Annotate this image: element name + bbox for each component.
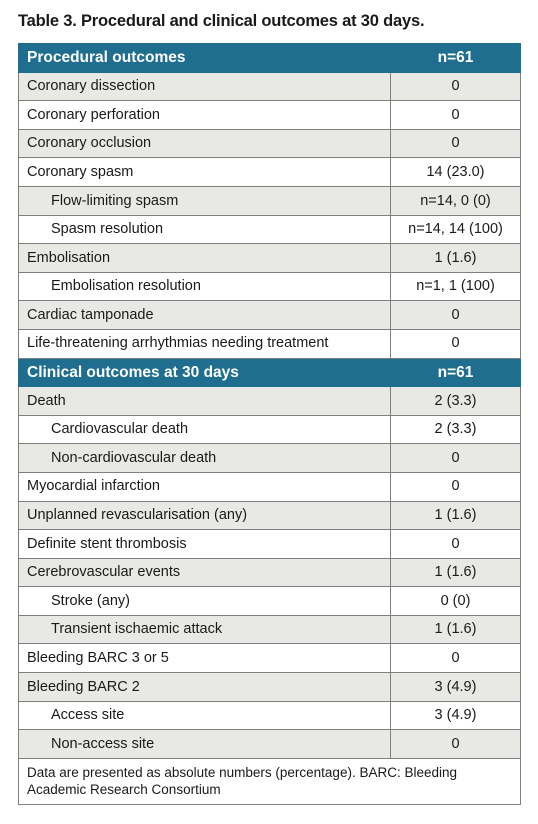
outcomes-table: Procedural outcomes n=61 Coronary dissec… xyxy=(18,43,521,805)
row-value: 1 (1.6) xyxy=(390,500,521,531)
row-value: 0 xyxy=(390,128,521,159)
clinical-header-row: Clinical outcomes at 30 days n=61 xyxy=(18,357,521,388)
table-row: Embolisation 1 (1.6) xyxy=(18,243,521,273)
row-value: 0 xyxy=(390,71,521,102)
row-label: Bleeding BARC 3 or 5 xyxy=(18,643,391,674)
table-row: Coronary dissection 0 xyxy=(18,71,521,102)
footnote: Data are presented as absolute numbers (… xyxy=(18,757,521,805)
row-value: 0 xyxy=(390,643,521,674)
row-label: Cerebrovascular events xyxy=(18,557,391,588)
row-label: Death xyxy=(18,386,391,416)
row-value: 1 (1.6) xyxy=(390,614,521,645)
row-label: Embolisation xyxy=(18,243,391,273)
row-value: 0 xyxy=(390,443,521,473)
row-value: 0 xyxy=(390,471,521,502)
row-value: 1 (1.6) xyxy=(390,243,521,273)
table-row: Coronary spasm 14 (23.0) xyxy=(18,157,521,187)
row-label: Bleeding BARC 2 xyxy=(18,672,391,702)
table-title: Table 3. Procedural and clinical outcome… xyxy=(18,12,425,30)
table-row: Stroke (any) 0 (0) xyxy=(18,586,521,616)
outcomes-table-body: Procedural outcomes n=61 Coronary dissec… xyxy=(18,43,521,805)
row-label: Cardiac tamponade xyxy=(18,300,391,330)
table-row: Cardiovascular death 2 (3.3) xyxy=(18,414,521,445)
procedural-header-value: n=61 xyxy=(390,43,521,73)
clinical-header-value: n=61 xyxy=(390,357,521,388)
table-row: Coronary occlusion 0 xyxy=(18,128,521,159)
row-label: Transient ischaemic attack xyxy=(18,614,391,645)
table-row: Death 2 (3.3) xyxy=(18,386,521,416)
row-value: 0 xyxy=(390,300,521,330)
row-label: Flow-limiting spasm xyxy=(18,185,391,216)
row-label: Coronary perforation xyxy=(18,100,391,130)
row-value: 2 (3.3) xyxy=(390,414,521,445)
row-label: Cardiovascular death xyxy=(18,414,391,445)
row-label: Coronary occlusion xyxy=(18,128,391,159)
row-label: Coronary dissection xyxy=(18,71,391,102)
table-row: Non-access site 0 xyxy=(18,729,521,759)
row-label: Life-threatening arrhythmias needing tre… xyxy=(18,328,391,359)
table-row: Transient ischaemic attack 1 (1.6) xyxy=(18,614,521,645)
table-row: Definite stent thrombosis 0 xyxy=(18,529,521,559)
row-label: Definite stent thrombosis xyxy=(18,529,391,559)
row-value: 2 (3.3) xyxy=(390,386,521,416)
table-row: Non-cardiovascular death 0 xyxy=(18,443,521,473)
row-value: 14 (23.0) xyxy=(390,157,521,187)
table-row: Embolisation resolution n=1, 1 (100) xyxy=(18,271,521,302)
table-row: Coronary perforation 0 xyxy=(18,100,521,130)
row-value: 0 xyxy=(390,529,521,559)
table-row: Myocardial infarction 0 xyxy=(18,471,521,502)
table-row: Cardiac tamponade 0 xyxy=(18,300,521,330)
procedural-header-row: Procedural outcomes n=61 xyxy=(18,43,521,73)
footnote-row: Data are presented as absolute numbers (… xyxy=(18,757,521,805)
table-row: Access site 3 (4.9) xyxy=(18,700,521,731)
table-row: Life-threatening arrhythmias needing tre… xyxy=(18,328,521,359)
row-value: 1 (1.6) xyxy=(390,557,521,588)
row-label: Non-cardiovascular death xyxy=(18,443,391,473)
row-value: 0 xyxy=(390,328,521,359)
row-label: Access site xyxy=(18,700,391,731)
row-label: Non-access site xyxy=(18,729,391,759)
row-label: Myocardial infarction xyxy=(18,471,391,502)
row-label: Spasm resolution xyxy=(18,214,391,245)
row-value: n=1, 1 (100) xyxy=(390,271,521,302)
row-value: 3 (4.9) xyxy=(390,672,521,702)
row-label: Stroke (any) xyxy=(18,586,391,616)
table-row: Spasm resolution n=14, 14 (100) xyxy=(18,214,521,245)
procedural-header-label: Procedural outcomes xyxy=(18,43,391,73)
row-value: 0 xyxy=(390,729,521,759)
table-row: Flow-limiting spasm n=14, 0 (0) xyxy=(18,185,521,216)
row-value: 0 xyxy=(390,100,521,130)
row-label: Coronary spasm xyxy=(18,157,391,187)
row-value: n=14, 14 (100) xyxy=(390,214,521,245)
table-row: Cerebrovascular events 1 (1.6) xyxy=(18,557,521,588)
row-value: n=14, 0 (0) xyxy=(390,185,521,216)
row-label: Unplanned revascularisation (any) xyxy=(18,500,391,531)
row-value: 3 (4.9) xyxy=(390,700,521,731)
row-label: Embolisation resolution xyxy=(18,271,391,302)
table-row: Unplanned revascularisation (any) 1 (1.6) xyxy=(18,500,521,531)
clinical-header-label: Clinical outcomes at 30 days xyxy=(18,357,391,388)
row-value: 0 (0) xyxy=(390,586,521,616)
